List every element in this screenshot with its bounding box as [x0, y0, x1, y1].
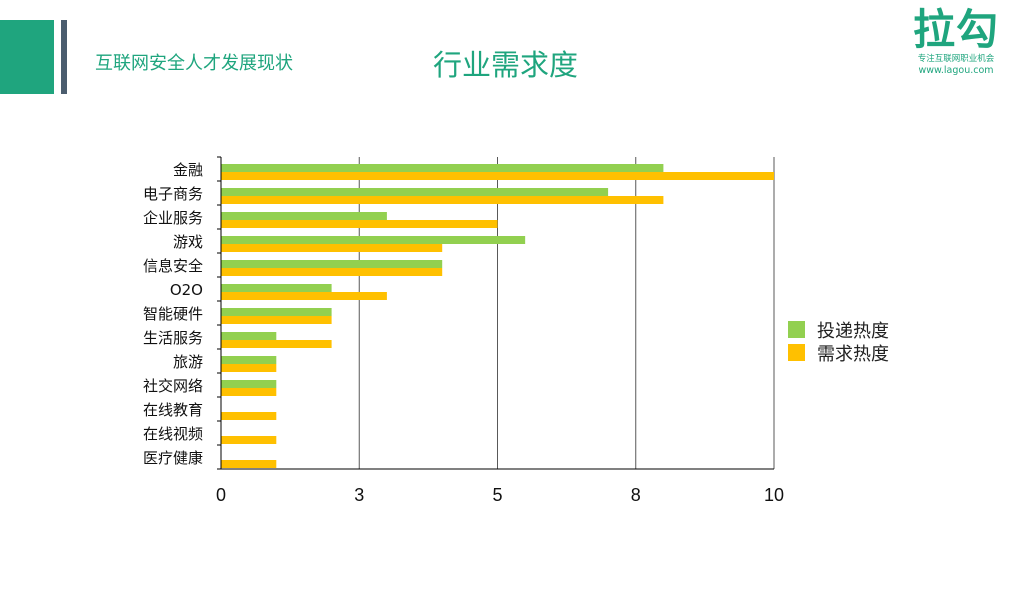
bar-delivery: [221, 188, 609, 196]
bar-delivery: [221, 380, 277, 388]
x-tick-label: 3: [354, 485, 364, 505]
bar-demand: [221, 436, 277, 444]
header-accent-block: [0, 20, 54, 94]
category-label: 电子商务: [143, 185, 203, 203]
bar-demand: [221, 460, 277, 468]
x-tick-label: 0: [216, 485, 226, 505]
bar-demand: [221, 220, 498, 228]
category-label: 医疗健康: [143, 449, 203, 467]
x-tick-label: 5: [492, 485, 502, 505]
bar-demand: [221, 316, 332, 324]
category-label: 生活服务: [143, 329, 203, 347]
category-label: 企业服务: [143, 209, 203, 227]
lagou-logo: 拉勾 专注互联网职业机会 www.lagou.com: [904, 5, 1008, 77]
legend-item-delivery: 投递热度: [788, 318, 889, 342]
category-label: 社交网络: [143, 377, 203, 395]
bar-delivery: [221, 260, 443, 268]
legend-swatch-demand: [788, 344, 805, 361]
chart-legend: 投递热度 需求热度: [788, 318, 889, 365]
legend-label-demand: 需求热度: [817, 343, 889, 365]
page-subtitle: 互联网安全人才发展现状: [95, 53, 293, 74]
bar-delivery: [221, 284, 332, 292]
category-label: 旅游: [173, 353, 203, 371]
bar-delivery: [221, 236, 526, 244]
category-label: 在线视频: [143, 425, 203, 443]
bar-demand: [221, 412, 277, 420]
legend-item-demand: 需求热度: [788, 341, 889, 365]
x-tick-label: 8: [631, 485, 641, 505]
bar-demand: [221, 268, 443, 276]
category-label: 游戏: [173, 233, 203, 251]
logo-url: www.lagou.com: [918, 65, 994, 76]
bar-demand: [221, 244, 443, 252]
legend-label-delivery: 投递热度: [817, 320, 889, 342]
logo-mark: 拉勾: [912, 5, 999, 54]
logo-tagline: 专注互联网职业机会: [917, 54, 995, 64]
category-label: 智能硬件: [143, 305, 203, 323]
bar-delivery: [221, 212, 387, 220]
bar-delivery: [221, 356, 277, 364]
bar-delivery: [221, 308, 332, 316]
bar-demand: [221, 292, 387, 300]
bar-demand: [221, 364, 277, 372]
bar-delivery: [221, 164, 664, 172]
category-label: O2O: [170, 281, 203, 299]
category-label: 信息安全: [143, 257, 203, 275]
x-tick-label: 10: [764, 485, 784, 505]
header-accent-bar: [61, 20, 67, 94]
category-label: 金融: [173, 161, 203, 179]
category-label: 在线教育: [143, 401, 203, 419]
page-title: 行业需求度: [433, 48, 579, 82]
bar-delivery: [221, 332, 277, 340]
legend-swatch-delivery: [788, 321, 805, 338]
bar-demand: [221, 172, 774, 180]
bar-demand: [221, 196, 664, 204]
bar-demand: [221, 340, 332, 348]
bar-demand: [221, 388, 277, 396]
